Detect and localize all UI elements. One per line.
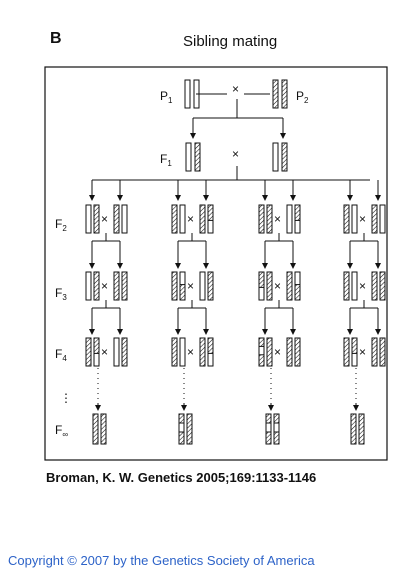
chromosome [266,271,273,301]
chromosome [207,271,214,301]
chromosome [93,204,100,234]
chromosome [265,413,272,445]
chromosome [258,204,265,234]
chromosome [281,142,288,172]
chromosome [171,271,178,301]
chromosome [171,204,178,234]
chromosome [294,204,301,234]
chromosome [186,413,193,445]
cross-symbol: × [274,212,281,226]
label-f4: F4 [55,347,67,363]
cross-symbol: × [101,345,108,359]
diagram-frame [44,66,388,461]
chromosome [371,204,378,234]
chromosome [351,337,358,367]
chromosome [351,204,358,234]
chromosome [258,337,265,367]
chromosome [93,337,100,367]
chromosome [294,337,301,367]
chromosome [179,337,186,367]
chromosome [343,271,350,301]
chromosome [85,337,92,367]
chromosome [343,204,350,234]
chromosome [379,204,386,234]
chromosome [273,413,280,445]
panel-letter: B [50,30,62,47]
chromosome [266,204,273,234]
chromosome [113,271,120,301]
chromosome [350,413,357,445]
chromosome [92,413,99,445]
chromosome [194,142,201,172]
chromosome [379,271,386,301]
chromosome [272,142,279,172]
cross-symbol: × [187,279,194,293]
chromosome [100,413,107,445]
chromosome [286,337,293,367]
cross-p: × [232,82,239,96]
chromosome [85,204,92,234]
chromosome [185,142,192,172]
chromosome [85,271,92,301]
ellipsis-left: ⋮ [60,391,72,405]
label-p1: P1 [160,89,173,105]
chromosome [113,337,120,367]
cross-symbol: × [101,279,108,293]
chromosome [371,337,378,367]
chromosome [121,204,128,234]
label-f3: F3 [55,286,67,302]
label-f1: F1 [160,152,172,168]
chromosome [258,271,265,301]
chromosome [343,337,350,367]
chromosome [371,271,378,301]
label-finf: F∞ [55,423,68,439]
chromosome [93,271,100,301]
chromosome [184,79,191,109]
chromosome [207,337,214,367]
chromosome [286,204,293,234]
chromosome [171,337,178,367]
citation: Broman, K. W. Genetics 2005;169:1133-114… [46,470,317,485]
chromosome [179,271,186,301]
chromosome [199,271,206,301]
cross-symbol: × [187,345,194,359]
copyright: Copyright © 2007 by the Genetics Society… [8,553,315,568]
chromosome [121,337,128,367]
chromosome [281,79,288,109]
chromosome [207,204,214,234]
chromosome [286,271,293,301]
chromosome [294,271,301,301]
cross-symbol: × [187,212,194,226]
cross-symbol: × [274,279,281,293]
figure-title: Sibling mating [183,33,278,50]
label-p2: P2 [296,89,309,105]
chromosome [358,413,365,445]
chromosome [272,79,279,109]
cross-symbol: × [274,345,281,359]
chromosome [121,271,128,301]
chromosome [179,204,186,234]
chromosome [379,337,386,367]
chromosome [199,204,206,234]
chromosome [266,337,273,367]
chromosome [351,271,358,301]
cross-f1: × [232,147,239,161]
cross-symbol: × [359,212,366,226]
chromosome [178,413,185,445]
label-f2: F2 [55,217,67,233]
cross-symbol: × [101,212,108,226]
cross-symbol: × [359,345,366,359]
cross-symbol: × [359,279,366,293]
chromosome [199,337,206,367]
chromosome [113,204,120,234]
